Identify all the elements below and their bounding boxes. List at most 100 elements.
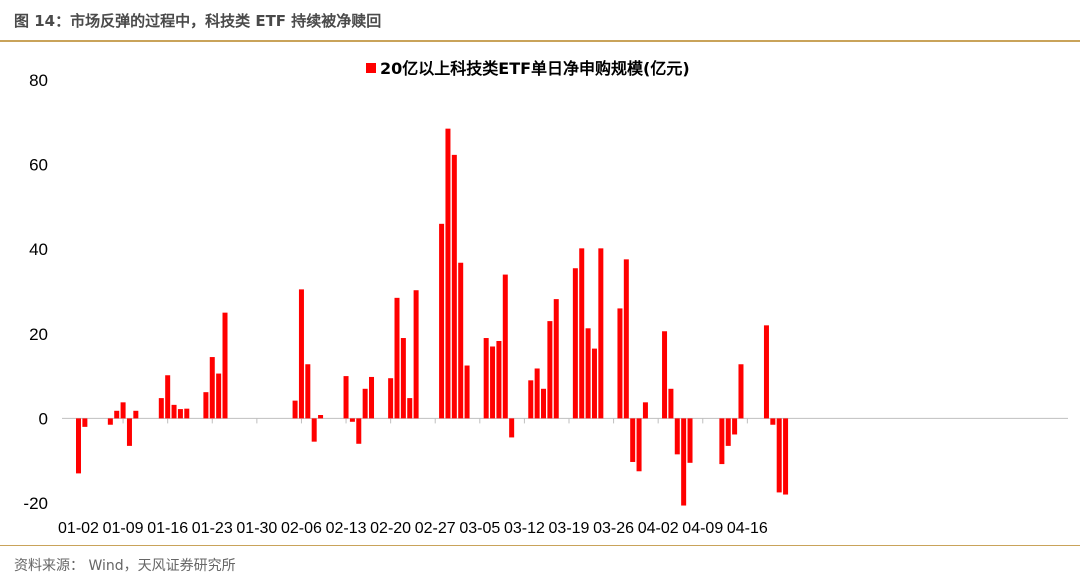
bar xyxy=(464,365,470,419)
bar xyxy=(579,248,585,419)
bar xyxy=(305,364,311,419)
x-tick-label: 02-06 xyxy=(281,520,322,537)
x-tick-label: 02-13 xyxy=(326,520,367,537)
y-tick-label: 0 xyxy=(39,409,48,428)
bar xyxy=(171,404,177,419)
title-divider xyxy=(0,40,1080,42)
bar xyxy=(681,418,687,506)
bar xyxy=(617,308,623,419)
bar xyxy=(509,418,515,438)
x-tick-label: 04-09 xyxy=(682,520,723,537)
x-tick-label: 01-23 xyxy=(192,520,233,537)
bar xyxy=(362,388,368,419)
bar xyxy=(572,268,578,419)
legend-swatch xyxy=(366,63,376,73)
bar xyxy=(298,289,304,419)
bar xyxy=(630,418,636,462)
x-tick-label: 04-02 xyxy=(638,520,679,537)
bar xyxy=(719,418,725,465)
x-tick-label: 02-27 xyxy=(415,520,456,537)
x-tick-label: 01-02 xyxy=(58,520,99,537)
bar xyxy=(770,418,776,425)
bar xyxy=(763,325,769,419)
bar xyxy=(623,259,629,419)
bar xyxy=(82,418,88,427)
bar xyxy=(107,418,113,425)
bar xyxy=(547,321,553,419)
x-tick-label: 01-09 xyxy=(103,520,144,537)
bar xyxy=(388,378,394,419)
x-tick-label: 01-30 xyxy=(236,520,277,537)
bar-series xyxy=(76,128,789,506)
bar xyxy=(76,418,81,474)
bar-chart: 20亿以上科技类ETF单日净申购规模(亿元) -20 0 20 40 60 80 01-0… xyxy=(23,59,1068,537)
bar xyxy=(451,154,457,419)
legend-label: 20亿以上科技类ETF单日净申购规模(亿元) xyxy=(380,59,690,78)
bar xyxy=(725,418,731,446)
y-tick-label: -20 xyxy=(23,494,48,513)
y-tick-label: 20 xyxy=(29,325,48,344)
bar xyxy=(783,418,789,495)
bar xyxy=(311,418,317,442)
x-tick-label: 03-12 xyxy=(504,520,545,537)
bar xyxy=(553,299,559,419)
bar xyxy=(292,400,298,419)
bar xyxy=(413,290,419,419)
bar xyxy=(407,398,413,419)
bar xyxy=(642,402,648,419)
figure-title: 图 14：市场反弹的过程中，科技类 ETF 持续被净赎回 xyxy=(14,12,382,30)
bar xyxy=(662,331,668,419)
bar xyxy=(439,223,445,419)
bar xyxy=(585,328,591,419)
x-axis: 01-02 01-09 01-16 01-23 01-30 02-06 02-13 02-20… xyxy=(58,417,1068,537)
bar xyxy=(502,274,508,419)
y-tick-label: 60 xyxy=(29,156,48,175)
y-tick-label: 40 xyxy=(29,240,48,259)
bar xyxy=(318,415,324,419)
bar xyxy=(687,418,693,463)
x-tick-label: 03-26 xyxy=(593,520,634,537)
bar xyxy=(177,409,183,419)
x-tick-label: 01-16 xyxy=(147,520,188,537)
bar xyxy=(369,376,375,419)
y-tick-label: 80 xyxy=(29,71,48,90)
bar xyxy=(165,375,171,419)
bar xyxy=(636,418,642,472)
bar xyxy=(738,364,744,419)
source-divider xyxy=(0,545,1080,546)
bar xyxy=(184,408,190,419)
bar xyxy=(120,402,126,419)
bar xyxy=(458,262,464,419)
bar xyxy=(203,392,209,419)
bar xyxy=(158,398,164,419)
bar xyxy=(483,338,489,419)
bar xyxy=(668,388,674,419)
x-tick-label: 03-05 xyxy=(459,520,500,537)
bar xyxy=(133,410,139,419)
bar xyxy=(222,312,228,419)
bar xyxy=(209,357,215,419)
bar xyxy=(343,376,349,419)
bar xyxy=(126,418,132,446)
bar xyxy=(356,418,362,444)
bar xyxy=(349,418,355,422)
bar xyxy=(776,418,782,493)
bar xyxy=(400,338,406,419)
bar xyxy=(528,380,534,419)
y-axis: -20 0 20 40 60 80 xyxy=(23,71,48,513)
bar xyxy=(534,368,540,419)
bar xyxy=(114,410,120,419)
bar xyxy=(591,348,597,419)
x-tick-label: 02-20 xyxy=(370,520,411,537)
bar xyxy=(216,373,222,419)
bar xyxy=(496,340,502,419)
chart-legend: 20亿以上科技类ETF单日净申购规模(亿元) xyxy=(366,59,690,78)
x-tick-label: 03-19 xyxy=(549,520,590,537)
bar xyxy=(598,248,604,419)
bar xyxy=(674,418,680,455)
bar xyxy=(732,418,738,435)
bar xyxy=(541,388,547,419)
source-note: 资料来源： Wind，天风证券研究所 xyxy=(14,558,236,574)
bar xyxy=(394,297,400,419)
bar xyxy=(490,346,496,419)
